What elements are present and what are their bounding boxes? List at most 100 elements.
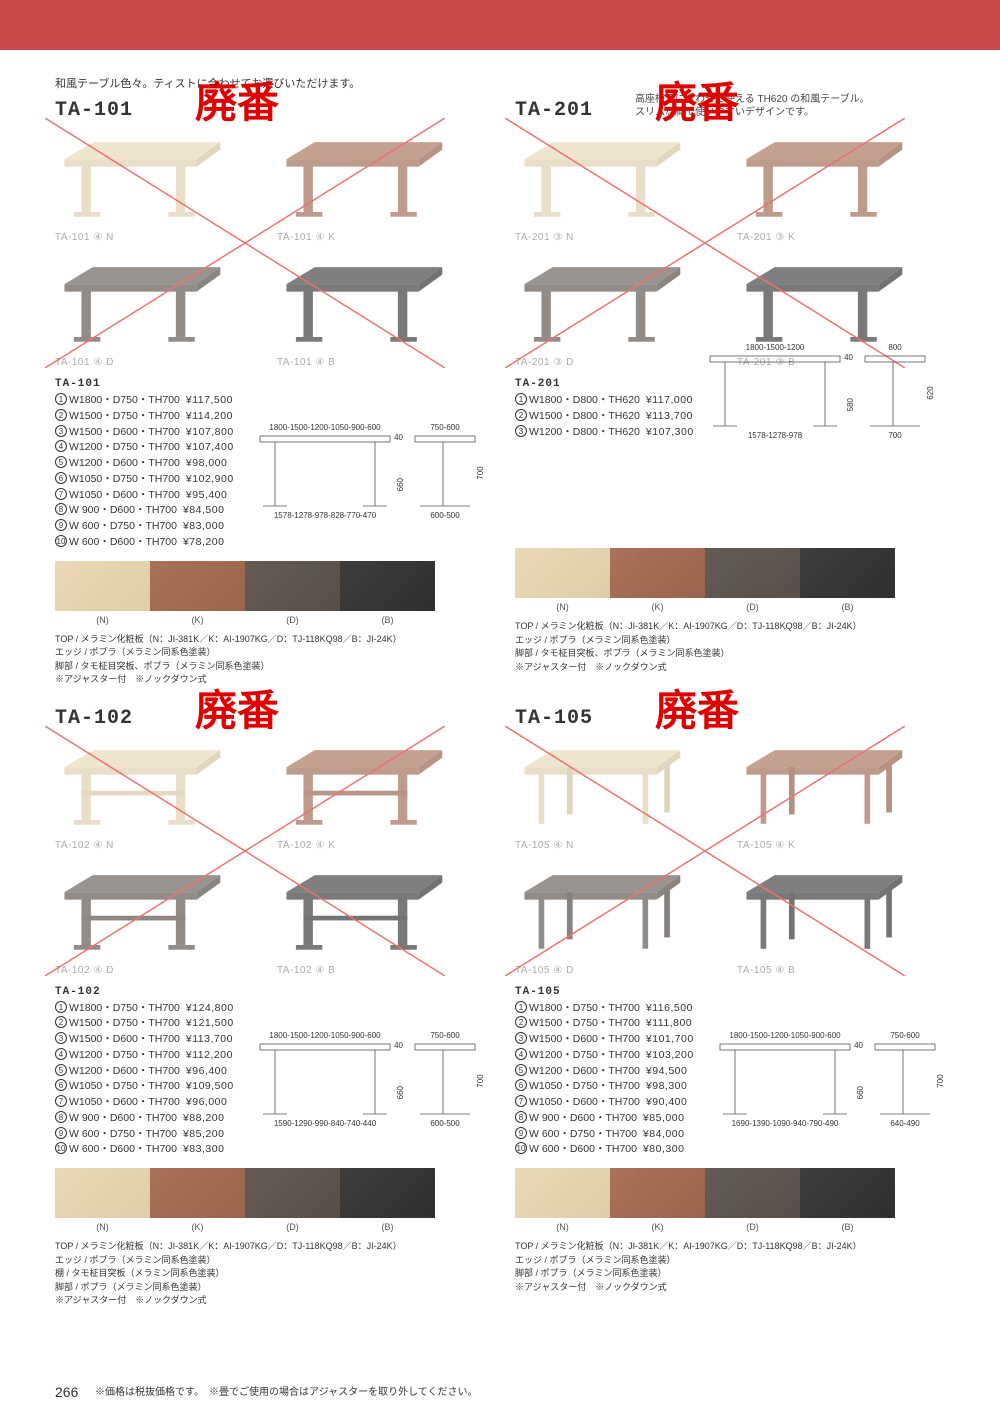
price-yen: ¥84,000	[643, 1127, 684, 1143]
swatch: (N)	[55, 561, 150, 611]
variant-label: TA-101 ④ N	[55, 232, 263, 243]
swatch: (K)	[150, 1168, 245, 1218]
product-section-TA-105: TA-105廃番 TA-105 ④ N TA-105 ④ K	[515, 707, 945, 1308]
page-content: 和風テーブル色々。ティストに合わせてお選びいただけます。 TA-101廃番 TA…	[55, 75, 945, 1308]
variant-thumb: TA-201 ③ N	[515, 128, 723, 243]
price-index: 3	[55, 1032, 67, 1044]
svg-text:600-500: 600-500	[430, 1119, 460, 1128]
note-line: 脚部 / ポプラ（メラミン同系色塗装）	[55, 1281, 485, 1295]
variant-thumb: TA-102 ④ D	[55, 861, 263, 976]
swatch-code: (K)	[652, 1222, 664, 1232]
price-dim: W 900・D600・TH700	[529, 1111, 637, 1127]
svg-text:1800-1500-1200: 1800-1500-1200	[746, 343, 805, 352]
price-index: 7	[55, 488, 67, 500]
price-index: 10	[55, 535, 67, 547]
table-icon	[515, 253, 685, 353]
material-notes: TOP / メラミン化粧板（N：JI-381K／K：AI-1907KG／D：TJ…	[515, 620, 945, 674]
price-yen: ¥113,700	[646, 409, 693, 425]
variant-label: TA-105 ④ B	[737, 965, 945, 976]
price-index: 4	[515, 1048, 527, 1060]
swatch-code: (N)	[556, 1222, 569, 1232]
table-icon	[55, 736, 225, 836]
note-line: ※アジャスター付 ※ノックダウン式	[515, 1281, 945, 1295]
swatch-code: (D)	[746, 602, 759, 612]
price-yen: ¥121,500	[186, 1016, 234, 1032]
variant-label: TA-102 ④ K	[277, 840, 485, 851]
variant-thumb: TA-102 ④ N	[55, 736, 263, 851]
price-index: 1	[55, 393, 67, 405]
price-yen: ¥94,500	[646, 1064, 687, 1080]
swatch: (D)	[705, 548, 800, 598]
swatch: (N)	[515, 548, 610, 598]
swatch-code: (N)	[96, 1222, 109, 1232]
svg-text:750-600: 750-600	[430, 423, 460, 432]
price-yen: ¥109,500	[186, 1079, 234, 1095]
swatch-code: (D)	[746, 1222, 759, 1232]
variant-label: TA-201 ③ N	[515, 232, 723, 243]
price-dim: W1800・D750・TH700	[69, 393, 180, 409]
price-yen: ¥112,200	[186, 1048, 233, 1064]
swatch: (K)	[150, 561, 245, 611]
price-index: 9	[515, 1127, 527, 1139]
swatch: (N)	[515, 1168, 610, 1218]
price-yen: ¥124,800	[186, 1001, 234, 1017]
price-dim: W1050・D750・TH700	[69, 472, 180, 488]
svg-text:700: 700	[888, 431, 902, 440]
price-row: 10 W 600・D600・TH700 ¥83,300	[55, 1142, 485, 1158]
price-index: 9	[55, 519, 67, 531]
variant-thumb: TA-105 ④ K	[737, 736, 945, 851]
price-index: 8	[515, 1111, 527, 1123]
price-yen: ¥117,000	[646, 393, 693, 409]
swatch-code: (B)	[842, 1222, 854, 1232]
svg-text:1800-1500-1200-1050-900-600: 1800-1500-1200-1050-900-600	[269, 1031, 381, 1040]
swatch-code: (D)	[286, 615, 299, 625]
price-row: 1 W1800・D750・TH700 ¥116,500	[515, 1001, 945, 1017]
svg-text:700: 700	[936, 1073, 945, 1087]
price-yen: ¥78,200	[183, 535, 224, 551]
price-row: 1 W1800・D750・TH700 ¥124,800	[55, 1001, 485, 1017]
price-index: 6	[55, 1079, 67, 1091]
note-line: TOP / メラミン化粧板（N：JI-381K／K：AI-1907KG／D：TJ…	[515, 620, 945, 634]
price-dim: W1500・D750・TH700	[69, 1016, 180, 1032]
pricing-block: TA-101 1 W1800・D750・TH700 ¥117,500 2 W15…	[55, 378, 485, 551]
variant-thumb: TA-201 ③ D	[515, 253, 723, 368]
price-index: 2	[55, 1016, 67, 1028]
price-yen: ¥84,500	[183, 503, 224, 519]
price-dim: W1050・D600・TH700	[529, 1095, 640, 1111]
variant-label: TA-201 ③ K	[737, 232, 945, 243]
table-icon	[515, 736, 685, 836]
svg-text:750-600: 750-600	[430, 1031, 460, 1040]
svg-text:600-500: 600-500	[430, 511, 460, 520]
swatch: (B)	[800, 548, 895, 598]
svg-text:660: 660	[396, 477, 405, 491]
variant-label: TA-105 ④ K	[737, 840, 945, 851]
table-icon	[277, 736, 447, 836]
price-dim: W1800・D750・TH700	[69, 1001, 180, 1017]
price-dim: W1050・D750・TH700	[529, 1079, 640, 1095]
svg-text:700: 700	[476, 1073, 485, 1087]
price-dim: W 900・D600・TH700	[69, 503, 177, 519]
swatch-code: (B)	[382, 1222, 394, 1232]
table-icon	[55, 253, 225, 353]
price-yen: ¥101,700	[646, 1032, 694, 1048]
svg-text:1690-1390-1090-940-790-490: 1690-1390-1090-940-790-490	[732, 1119, 839, 1128]
price-index: 6	[55, 472, 67, 484]
variant-label: TA-101 ④ D	[55, 357, 263, 368]
price-dim: W1200・D600・TH700	[69, 456, 180, 472]
price-yen: ¥107,400	[186, 440, 234, 456]
swatch: (K)	[610, 548, 705, 598]
price-row: 10 W 600・D600・TH700 ¥80,300	[515, 1142, 945, 1158]
svg-text:640-490: 640-490	[890, 1119, 920, 1128]
svg-text:40: 40	[394, 1041, 403, 1050]
pricing-head: TA-102	[55, 986, 485, 998]
price-dim: W1500・D750・TH700	[69, 409, 180, 425]
price-index: 5	[515, 1064, 527, 1076]
price-index: 9	[55, 1127, 67, 1139]
price-dim: W1800・D800・TH620	[529, 393, 640, 409]
discontinued-stamp: 廃番	[655, 677, 739, 738]
price-yen: ¥116,500	[646, 1001, 693, 1017]
pricing-block: TA-102 1 W1800・D750・TH700 ¥124,800 2 W15…	[55, 986, 485, 1159]
price-dim: W 600・D600・TH700	[529, 1142, 637, 1158]
swatch-code: (K)	[192, 615, 204, 625]
price-dim: W 600・D750・TH700	[529, 1127, 637, 1143]
